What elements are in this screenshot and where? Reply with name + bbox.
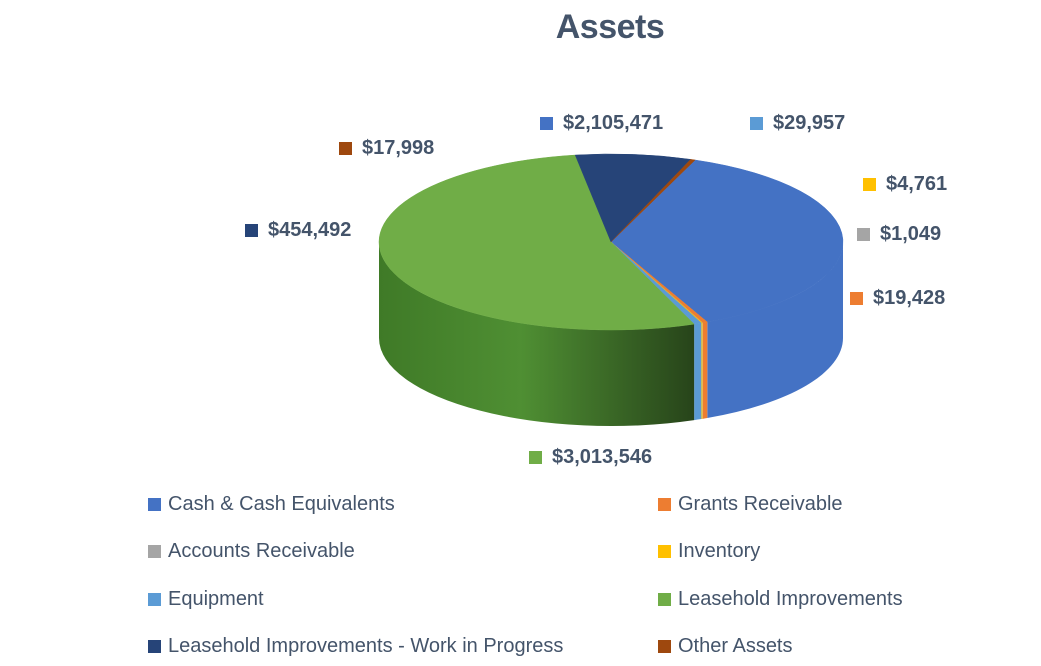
legend-item: Grants Receivable [658,493,843,516]
pie-side-4 [694,323,702,421]
legend-swatch [148,545,161,558]
legend-item: Leasehold Improvements [658,588,903,611]
data-label-text: $4,761 [886,173,948,195]
data-label-swatch [857,228,870,241]
legend-item: Other Assets [658,635,793,658]
pie-side-walls [379,242,843,426]
data-label: $19,428 [850,287,945,310]
legend-label: Leasehold Improvements [678,588,903,610]
data-label: $3,013,546 [529,446,652,469]
pie-side-0 [707,242,843,419]
legend-swatch [658,640,671,653]
legend-swatch [658,593,671,606]
legend-item: Leasehold Improvements - Work in Progres… [148,635,563,658]
pie-side-1 [702,322,708,419]
data-label: $17,998 [339,137,434,160]
data-label: $29,957 [750,112,845,135]
data-label: $2,105,471 [540,112,663,135]
pie-slice-leasehold-improvements [378,154,695,331]
legend-label: Other Assets [678,635,793,657]
pie-side-5 [379,242,695,426]
data-label: $454,492 [245,219,351,242]
pie-slices [378,153,844,331]
data-label-text: $29,957 [773,112,846,134]
data-label-text: $19,428 [873,287,946,309]
chart-title: Assets [555,8,665,46]
legend-swatch [148,498,161,511]
data-label-swatch [750,117,763,130]
data-label-text: $17,998 [362,137,435,159]
data-label-text: $454,492 [268,219,352,241]
legend-item: Equipment [148,588,264,611]
legend-label: Cash & Cash Equivalents [168,493,395,515]
pie-slice-cash-cash-equivalents [610,159,844,323]
data-label-text: $1,049 [880,223,942,245]
legend-label: Accounts Receivable [168,540,355,562]
data-label: $4,761 [863,173,947,196]
data-label-swatch [245,224,258,237]
legend-label: Grants Receivable [678,493,843,515]
pie-slice-other-assets [610,159,696,243]
data-label-swatch [540,117,553,130]
legend-swatch [658,545,671,558]
data-label-swatch [339,142,352,155]
legend-swatch [148,640,161,653]
data-label-text: $2,105,471 [563,112,664,134]
legend-item: Cash & Cash Equivalents [148,493,395,516]
data-label-swatch [529,451,542,464]
pie-slice-leasehold-improvements-work-in-progress [574,153,692,243]
legend-label: Leasehold Improvements - Work in Progres… [168,635,564,657]
pie-side-3 [701,322,703,420]
legend-item: Accounts Receivable [148,540,355,563]
legend-swatch [148,593,161,606]
data-label-swatch [850,292,863,305]
legend-label: Inventory [678,540,761,562]
legend-item: Inventory [658,540,760,563]
legend-swatch [658,498,671,511]
data-label-text: $3,013,546 [552,446,653,468]
data-label-swatch [863,178,876,191]
data-label: $1,049 [857,223,941,246]
legend-label: Equipment [168,588,264,610]
